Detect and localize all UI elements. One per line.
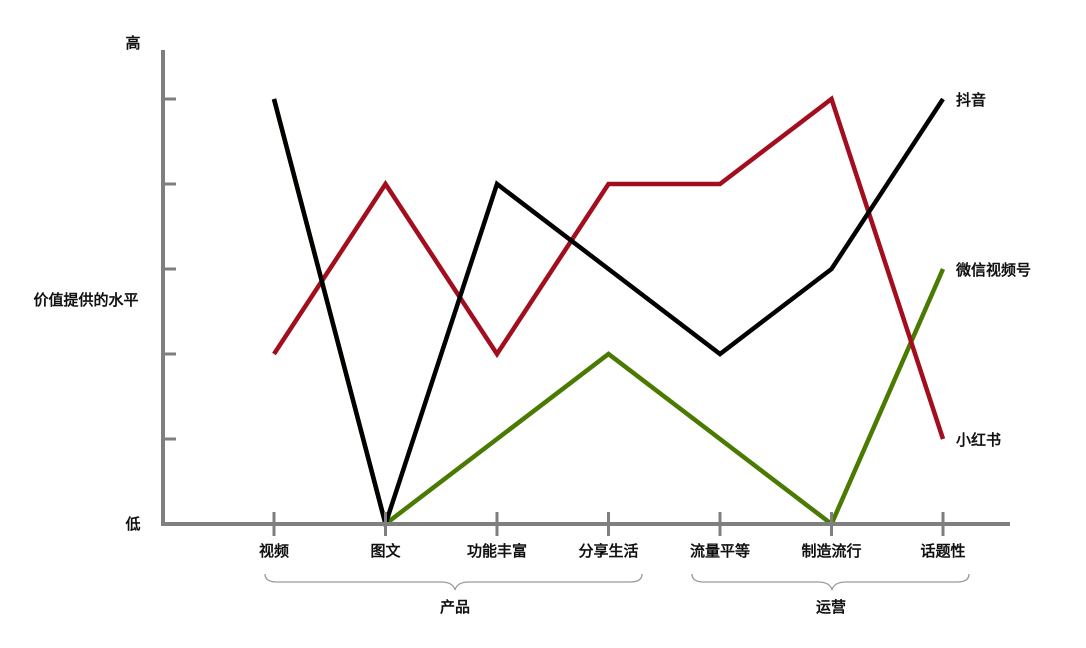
group-brace-product xyxy=(264,573,643,591)
series-label: 小红书 xyxy=(956,431,1001,449)
series-line xyxy=(271,98,946,528)
x-tick-label: 视频 xyxy=(259,542,289,560)
series-line xyxy=(271,97,945,532)
y-axis-label: 价值提供的水平 xyxy=(33,291,138,309)
x-tick-label: 制造流行 xyxy=(801,542,861,560)
y-low-label: 低 xyxy=(124,515,140,533)
x-tick-label: 分享生活 xyxy=(578,542,638,560)
series-line xyxy=(272,95,946,440)
x-tick-label: 功能丰富 xyxy=(467,542,527,560)
group-label-product: 产品 xyxy=(440,598,470,616)
x-tick-label: 流量平等 xyxy=(690,542,750,560)
series-label: 抖音 xyxy=(956,91,986,109)
x-tick-label: 图文 xyxy=(370,542,401,560)
y-ticks xyxy=(163,97,176,441)
y-high-label: 高 xyxy=(125,34,140,52)
series-label: 微信视频号 xyxy=(955,261,1031,279)
x-tick-labels: 视频 图文 功能丰富 分享生活 流量平等 制造流行 话题性 xyxy=(259,542,966,560)
x-tick-label: 话题性 xyxy=(920,542,965,560)
series-lines xyxy=(271,95,946,532)
x-ticks xyxy=(272,512,945,536)
group-brace-operations xyxy=(691,573,970,591)
group-label-operations: 运营 xyxy=(816,598,846,616)
